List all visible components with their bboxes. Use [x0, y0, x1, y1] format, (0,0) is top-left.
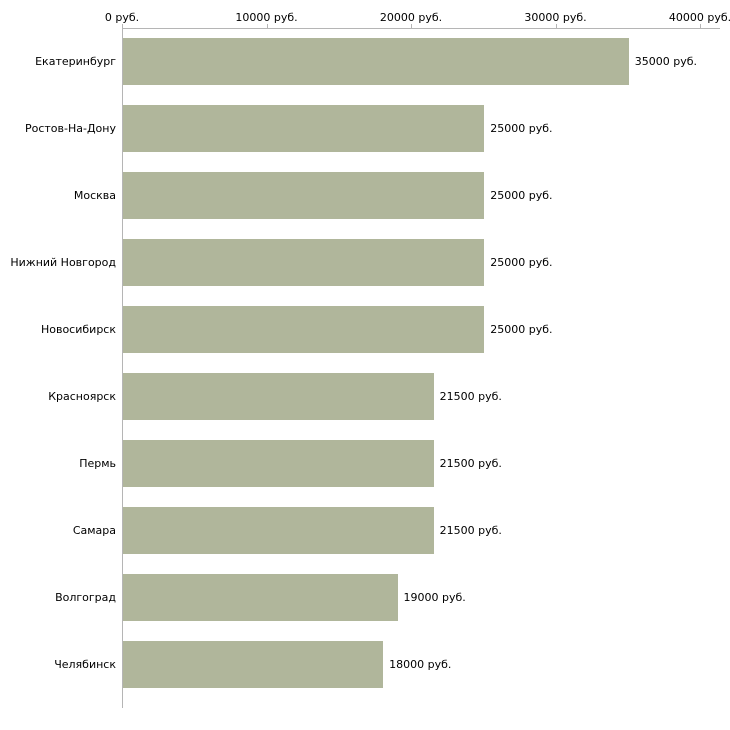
x-tick-mark: [411, 24, 412, 28]
chart-row: Волгоград 19000 руб.: [0, 564, 730, 631]
x-axis-tick-labels: 0 руб. 10000 руб. 20000 руб. 30000 руб. 4000…: [105, 11, 730, 24]
chart-row: Ростов-На-Дону 25000 руб.: [0, 95, 730, 162]
category-label: Челябинск: [54, 658, 116, 671]
bar: [123, 440, 434, 487]
y-axis-line: [122, 28, 123, 708]
bar-area: 18000 руб.: [123, 641, 701, 688]
chart-row: Екатеринбург 35000 руб.: [0, 28, 730, 95]
chart-row: Новосибирск 25000 руб.: [0, 296, 730, 363]
chart-row: Красноярск 21500 руб.: [0, 363, 730, 430]
chart-row: Пермь 21500 руб.: [0, 430, 730, 497]
bar: [123, 574, 398, 621]
chart-row: Самара 21500 руб.: [0, 497, 730, 564]
value-label: 21500 руб.: [439, 524, 502, 537]
bar: [123, 306, 485, 353]
bar-area: 21500 руб.: [123, 373, 701, 420]
category-label: Самара: [72, 524, 116, 537]
value-label: 21500 руб.: [439, 390, 502, 403]
x-tick-label: 30000 руб.: [524, 11, 587, 24]
bar-area: 21500 руб.: [123, 507, 701, 554]
category-label: Ростов-На-Дону: [24, 122, 116, 135]
category-label: Волгоград: [55, 591, 116, 604]
bar: [123, 641, 384, 688]
chart-row: Челябинск 18000 руб.: [0, 631, 730, 698]
x-tick-label: 0 руб.: [104, 11, 140, 24]
x-tick-mark: [122, 24, 123, 28]
bar-area: 21500 руб.: [123, 440, 701, 487]
value-label: 35000 руб.: [634, 55, 698, 68]
x-tick-label: 10000 руб.: [235, 11, 298, 24]
value-label: 25000 руб.: [490, 189, 553, 202]
bar-area: 19000 руб.: [123, 574, 701, 621]
chart-row: Москва 25000 руб.: [0, 162, 730, 229]
x-tick-mark: [555, 24, 557, 28]
x-tick-mark: [700, 24, 701, 28]
x-axis-line: [122, 28, 720, 29]
bar-area: 25000 руб.: [123, 239, 701, 286]
value-label: 25000 руб.: [490, 256, 553, 269]
category-label: Пермь: [79, 457, 116, 470]
chart-row: Нижний Новгород 25000 руб.: [0, 229, 730, 296]
bar: [123, 239, 485, 286]
bar: [123, 105, 485, 152]
x-tick-label: 20000 руб.: [379, 11, 443, 24]
bar: [123, 373, 434, 420]
x-axis-tick-marks: [122, 24, 701, 28]
category-label: Нижний Новгород: [10, 256, 116, 269]
bar-area: 25000 руб.: [123, 172, 701, 219]
category-label: Екатеринбург: [35, 55, 116, 68]
value-label: 21500 руб.: [439, 457, 502, 470]
bar: [123, 38, 629, 85]
value-label: 19000 руб.: [403, 591, 466, 604]
category-label: Москва: [73, 189, 116, 202]
bar: [123, 172, 485, 219]
bar-area: 35000 руб.: [123, 38, 701, 85]
bar: [123, 507, 434, 554]
category-label: Красноярск: [48, 390, 116, 403]
x-tick-label: 40000 руб.: [668, 11, 730, 24]
bar-area: 25000 руб.: [123, 105, 701, 152]
value-label: 18000 руб.: [389, 658, 452, 671]
plot-area: Екатеринбург 35000 руб. Ростов-На-Дону 2500…: [0, 28, 730, 698]
value-label: 25000 руб.: [490, 122, 553, 135]
x-tick-mark: [266, 24, 268, 28]
value-label: 25000 руб.: [490, 323, 553, 336]
bar-area: 25000 руб.: [123, 306, 701, 353]
category-label: Новосибирск: [40, 323, 116, 336]
